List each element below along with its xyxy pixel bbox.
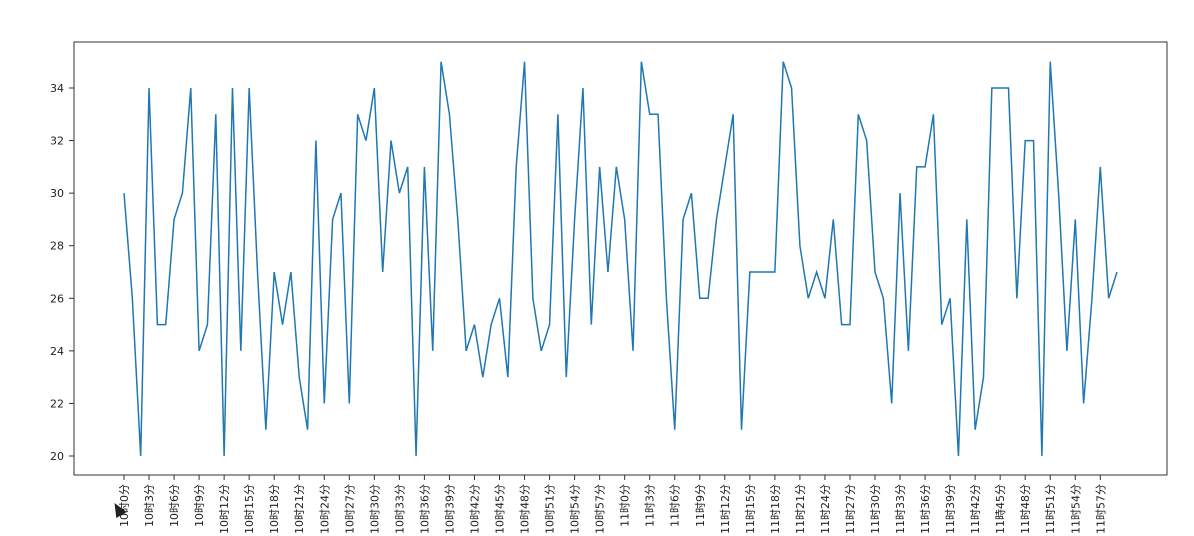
x-tick-label: 11时54分 xyxy=(1069,484,1082,534)
x-tick-label: 11时48分 xyxy=(1019,484,1032,534)
x-tick-label: 11时12分 xyxy=(719,484,732,534)
y-tick-label: 28 xyxy=(50,240,64,253)
x-tick-label: 11时24分 xyxy=(819,484,832,534)
x-tick-label: 10时54分 xyxy=(569,484,582,534)
x-tick-label: 11时18分 xyxy=(769,484,782,534)
x-tick-label: 10时39分 xyxy=(443,484,456,534)
x-tick-label: 11时30分 xyxy=(869,484,882,534)
x-tick-label: 10时51分 xyxy=(544,484,557,534)
x-tick-label: 11时27分 xyxy=(844,484,857,534)
x-tick-label: 10时30分 xyxy=(368,484,381,534)
x-tick-label: 10时15分 xyxy=(243,484,256,534)
y-axis: 20 22 24 26 28 30 32 34 xyxy=(50,82,74,463)
x-tick-label: 10时45分 xyxy=(494,484,507,534)
x-tick-label: 11时42分 xyxy=(969,484,982,534)
x-tick-label: 10时6分 xyxy=(168,484,181,527)
x-tick-label: 11时15分 xyxy=(744,484,757,534)
y-tick-label: 26 xyxy=(50,292,64,305)
x-axis: 10时0分 10时3分 10时6分 10时9分 10时12分 10时15分 10时18分 10… xyxy=(118,475,1107,534)
x-tick-label: 10时42分 xyxy=(468,484,481,534)
x-tick-label: 10时9分 xyxy=(193,484,206,527)
x-tick-label: 10时27分 xyxy=(343,484,356,534)
x-tick-label: 10时21分 xyxy=(293,484,306,534)
x-tick-label: 11时6分 xyxy=(669,484,682,527)
x-tick-label: 10时57分 xyxy=(594,484,607,534)
x-tick-label: 10时18分 xyxy=(268,484,281,534)
x-tick-label: 11时57分 xyxy=(1094,484,1107,534)
y-tick-label: 22 xyxy=(50,397,64,410)
y-tick-label: 30 xyxy=(50,187,64,200)
x-tick-label: 11时36分 xyxy=(919,484,932,534)
x-tick-label: 10时0分 xyxy=(118,484,131,527)
x-tick-label: 11时9分 xyxy=(694,484,707,527)
x-tick-label: 10时48分 xyxy=(519,484,532,534)
y-tick-label: 34 xyxy=(50,82,64,95)
x-tick-label: 11时33分 xyxy=(894,484,907,534)
x-tick-label: 10时36分 xyxy=(418,484,431,534)
series-line xyxy=(123,61,1118,457)
y-tick-label: 20 xyxy=(50,450,64,463)
x-tick-label: 10时24分 xyxy=(318,484,331,534)
y-tick-label: 32 xyxy=(50,135,64,148)
x-tick-label: 11時45分 xyxy=(994,484,1007,534)
x-tick-label: 11时3分 xyxy=(644,484,657,527)
x-tick-label: 11时39分 xyxy=(944,484,957,534)
x-tick-label: 10时12分 xyxy=(218,484,231,534)
x-tick-label: 10时33分 xyxy=(393,484,406,534)
y-tick-label: 24 xyxy=(50,345,64,358)
x-tick-label: 10时3分 xyxy=(143,484,156,527)
x-tick-label: 11时0分 xyxy=(619,484,632,527)
x-tick-label: 11时51分 xyxy=(1044,484,1057,534)
x-tick-label: 11时21分 xyxy=(794,484,807,534)
